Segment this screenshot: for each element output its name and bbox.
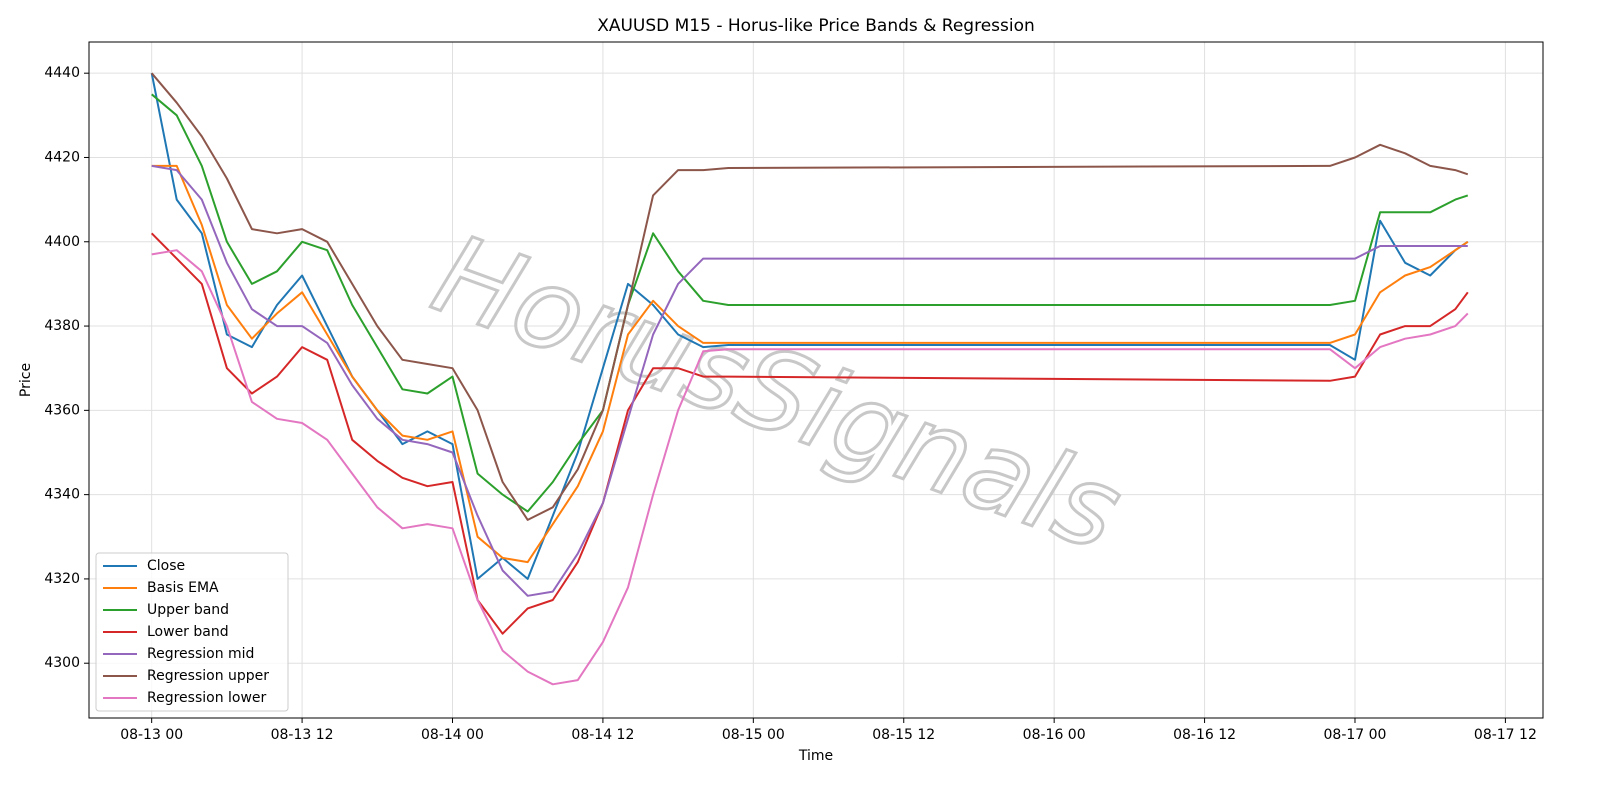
series-line — [151, 164, 1469, 564]
x-tick-label: 08-15 00 — [722, 727, 785, 743]
x-tick-label: 08-17 00 — [1324, 727, 1387, 743]
x-tick-label: 08-13 00 — [120, 727, 183, 743]
series-line — [151, 93, 1469, 513]
x-tick-label: 08-14 12 — [571, 727, 634, 743]
y-tick-label: 4300 — [44, 655, 80, 671]
y-tick-label: 4400 — [44, 234, 80, 250]
series-line — [151, 249, 1469, 686]
plot-frame — [88, 41, 1544, 719]
x-tick-label: 08-16 00 — [1023, 727, 1086, 743]
series-line — [150, 73, 1469, 580]
legend-label: Regression mid — [147, 646, 254, 662]
x-tick-label: 08-15 12 — [872, 727, 935, 743]
legend-label: Basis EMA — [147, 580, 219, 596]
x-axis-label: Time — [798, 748, 833, 764]
y-tick-label: 4360 — [44, 402, 80, 418]
series-line — [151, 164, 1468, 597]
chart-title: XAUUSD M15 - Horus-like Price Bands & Re… — [597, 16, 1035, 36]
y-tick-label: 4440 — [44, 65, 80, 81]
legend-box — [95, 552, 289, 712]
x-tick-label: 08-14 00 — [421, 727, 484, 743]
y-tick-label: 4380 — [44, 318, 80, 334]
y-axis-label: Price — [18, 363, 34, 397]
x-tick-label: 08-13 12 — [271, 727, 334, 743]
watermark: HorusSignals — [419, 210, 1137, 576]
series-line — [150, 232, 1469, 635]
legend-label: Upper band — [147, 602, 229, 618]
x-tick-label: 08-16 12 — [1173, 727, 1236, 743]
y-tick-label: 4340 — [44, 487, 80, 503]
series-line — [150, 72, 1469, 521]
legend-label: Close — [147, 558, 185, 574]
y-tick-label: 4320 — [44, 571, 80, 587]
legend-label: Regression lower — [147, 690, 267, 706]
x-tick-label: 08-17 12 — [1474, 727, 1537, 743]
legend-label: Lower band — [147, 624, 229, 640]
legend-label: Regression upper — [147, 668, 269, 684]
y-tick-label: 4420 — [44, 149, 80, 165]
